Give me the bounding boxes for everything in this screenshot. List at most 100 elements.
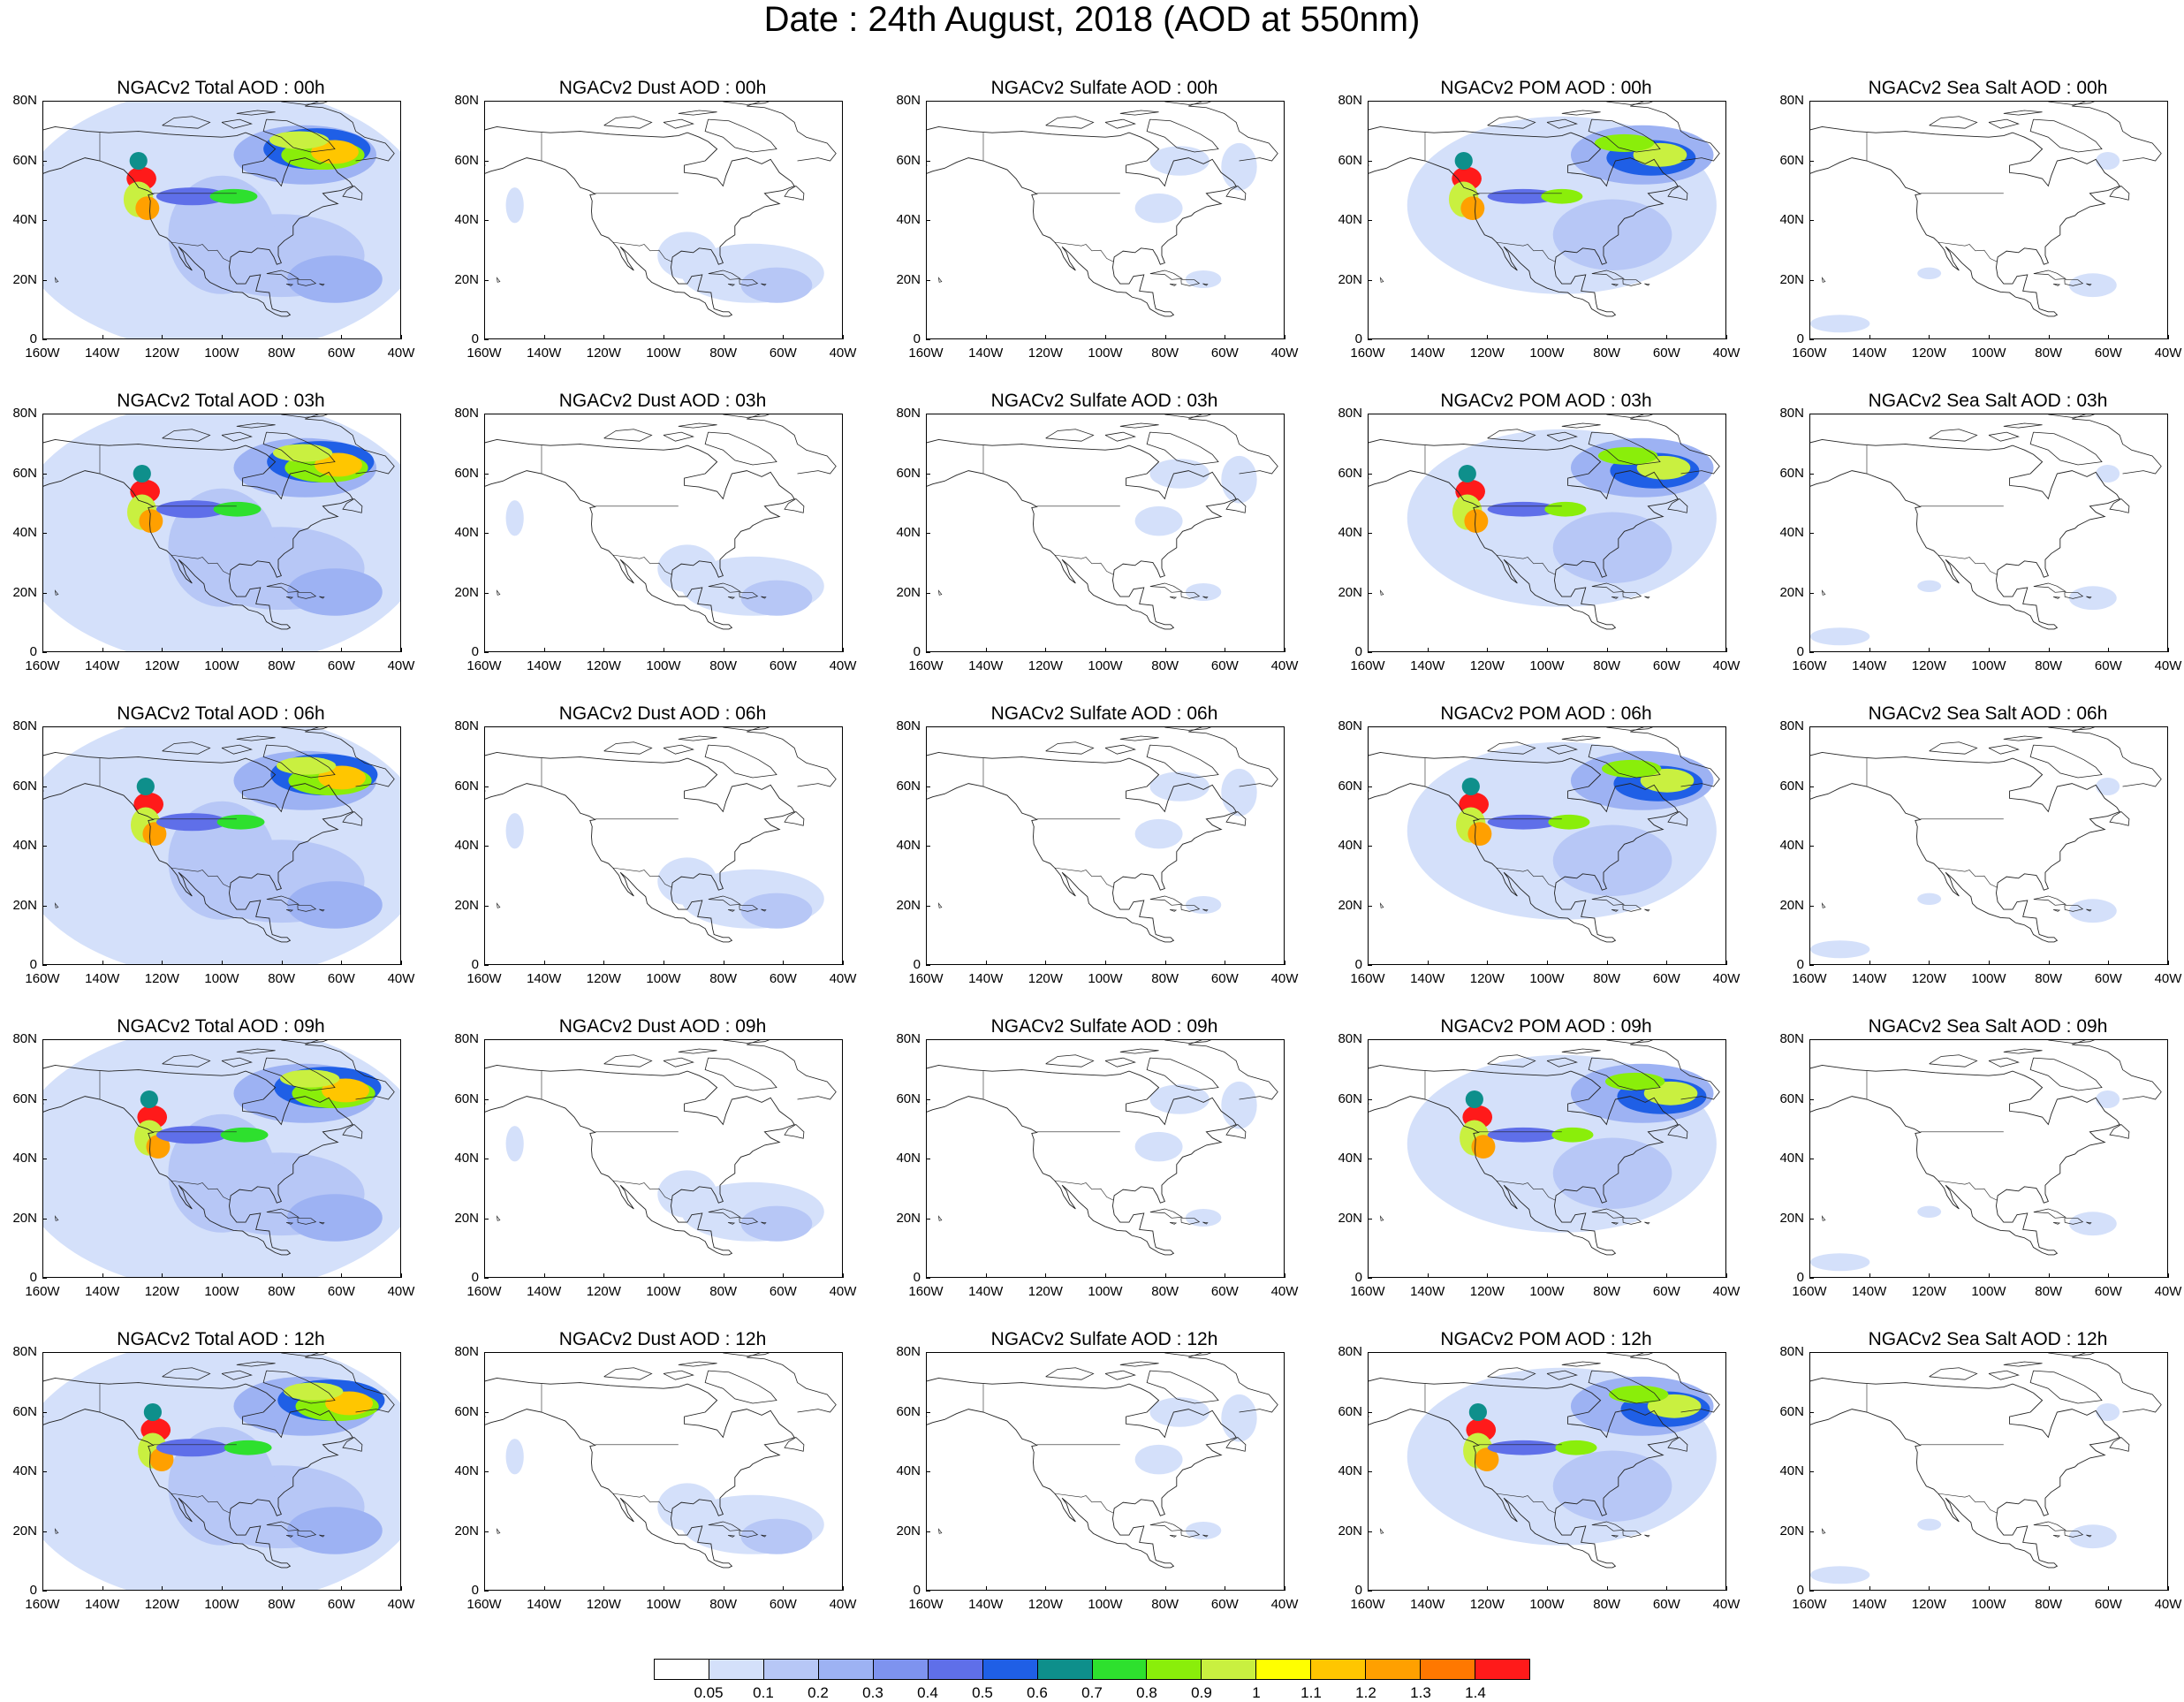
coastline (1591, 1208, 1625, 1219)
aod-field-patch (318, 765, 366, 790)
coastline (266, 582, 300, 593)
latitude-tick (1368, 220, 1372, 221)
longitude-tick-label: 40W (1712, 971, 1740, 986)
coastline (2109, 1123, 2130, 1139)
latitude-tick-label: 0 (913, 1270, 921, 1285)
longitude-tick (401, 961, 402, 965)
aod-field-patch (1461, 777, 1480, 796)
coastline (663, 1370, 694, 1380)
aod-field-patch (2096, 1090, 2120, 1109)
longitude-tick (1547, 335, 1548, 339)
coastline (603, 1054, 653, 1068)
map-panel: NGACv2 Sulfate AOD : 12h 80N 60N 40N 20N 0 160… (883, 1329, 1325, 1638)
latitude-tick (484, 1218, 489, 1220)
latitude-tick-label: 60N (454, 1403, 479, 1419)
latitude-tick-label: 80N (454, 718, 479, 733)
longitude-tick-label: 80W (2035, 346, 2063, 361)
latitude-tick-label: 0 (1354, 1583, 1362, 1598)
longitude-tick (484, 961, 485, 965)
coastline (1369, 439, 1679, 630)
coastline (708, 895, 741, 906)
latitude-tick-label: 40N (454, 1151, 479, 1166)
longitude-tick-label: 120W (1469, 658, 1505, 673)
aod-field-patch (1458, 464, 1476, 483)
longitude-tick (1726, 648, 1727, 652)
panel-title: NGACv2 POM AOD : 03h (1440, 391, 1652, 411)
aod-field-patch (1467, 822, 1492, 846)
coastline (236, 1048, 276, 1054)
aod-field-patch (1917, 580, 1942, 592)
coastline (281, 102, 329, 105)
aod-field-patch (1647, 1394, 1702, 1418)
panel-title: NGACv2 POM AOD : 12h (1440, 1329, 1652, 1349)
coastline (1164, 727, 1212, 731)
longitude-tick (1666, 648, 1668, 652)
coastline (1929, 429, 1978, 442)
longitude-tick (42, 335, 43, 339)
coastline (678, 735, 717, 741)
latitude-tick (1368, 1352, 1372, 1353)
longitude-tick-label: 40W (387, 971, 415, 986)
coastline (1149, 895, 1183, 906)
latitude-tick-label: 20N (1338, 1210, 1362, 1226)
coastline (266, 270, 300, 280)
coastline (496, 277, 501, 283)
longitude-tick-label: 100W (1971, 658, 2006, 673)
coastline (2086, 1221, 2092, 1225)
longitude-tick (1487, 1273, 1489, 1278)
longitude-tick-label: 120W (1911, 1284, 1946, 1299)
country-border (612, 1180, 672, 1201)
aod-field-patch (1185, 895, 1222, 915)
coastline (727, 284, 736, 286)
longitude-tick-label: 80W (709, 1597, 738, 1612)
latitude-tick (1809, 786, 1814, 787)
longitude-tick-label: 80W (1593, 346, 1621, 361)
aod-field-patch (1633, 142, 1687, 167)
longitude-tick-label: 140W (1410, 346, 1445, 361)
longitude-tick-label: 160W (25, 1284, 60, 1299)
coastline (2033, 895, 2066, 906)
latitude-tick-label: 20N (12, 1523, 37, 1539)
coastline (747, 1353, 837, 1413)
latitude-tick (1368, 473, 1372, 475)
latitude-tick-label: 60N (896, 465, 921, 481)
coastline (236, 422, 276, 429)
latitude-tick (1809, 965, 1814, 966)
latitude-tick (42, 1531, 47, 1532)
latitude-tick-label: 0 (913, 644, 921, 659)
latitude-tick (1368, 279, 1372, 281)
coastline (1169, 1535, 1178, 1538)
longitude-tick (42, 648, 43, 652)
aod-field-patch (1185, 1208, 1222, 1227)
coastline (1487, 116, 1536, 129)
longitude-tick (341, 1586, 343, 1591)
coastline (1188, 1353, 1278, 1413)
longitude-tick (1989, 961, 1990, 965)
longitude-tick (1368, 648, 1369, 652)
longitude-tick (222, 1586, 223, 1591)
coastline (761, 596, 767, 599)
colorbar-label: 0.7 (1081, 1684, 1103, 1701)
aod-field-patch (168, 801, 276, 920)
latitude-tick (926, 339, 930, 340)
coastline (1104, 1370, 1136, 1380)
latitude-tick-label: 20N (1779, 1210, 1804, 1226)
longitude-tick-label: 160W (908, 346, 944, 361)
coastline (342, 810, 363, 826)
longitude-tick-label: 80W (268, 346, 296, 361)
longitude-tick (1869, 1586, 1870, 1591)
longitude-tick-label: 80W (2035, 971, 2063, 986)
latitude-tick-label: 60N (12, 152, 37, 168)
aod-field-patch (740, 893, 813, 929)
latitude-tick-label: 20N (896, 1210, 921, 1226)
aod-field-patch (143, 1402, 162, 1422)
coastline (678, 110, 717, 116)
aod-field-patch (1134, 818, 1183, 849)
longitude-tick (222, 335, 223, 339)
latitude-tick-label: 80N (12, 406, 37, 421)
country-border (1054, 1493, 1114, 1514)
longitude-tick (1427, 335, 1429, 339)
latitude-tick (484, 786, 489, 787)
coastline (262, 431, 336, 466)
latitude-tick-label: 0 (913, 1583, 921, 1598)
